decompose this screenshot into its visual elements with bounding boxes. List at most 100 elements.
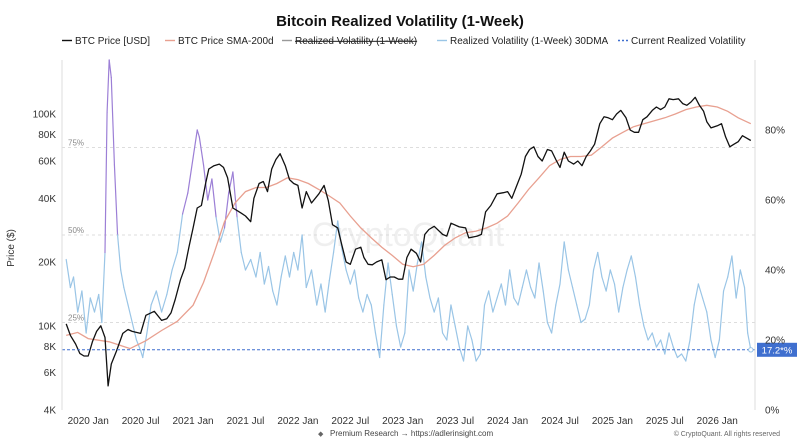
volatility-segment — [276, 276, 282, 306]
volatility-segment — [618, 286, 624, 313]
volatility-segment — [546, 321, 553, 334]
volatility-segment — [651, 332, 658, 348]
volatility-segment — [120, 269, 125, 289]
volatility-segment — [101, 251, 106, 324]
y-left-tick-label: 8K — [44, 342, 57, 353]
volatility-segment — [584, 304, 590, 320]
volatility-segment — [450, 304, 456, 327]
volatility-segment — [681, 353, 687, 362]
volatility-segment — [689, 304, 695, 341]
volatility-segment — [293, 251, 299, 271]
volatility-segment — [341, 248, 347, 271]
volatility-segment — [563, 241, 569, 271]
volatility-segment — [77, 290, 83, 313]
volatility-segment — [374, 332, 381, 359]
volatility-segment — [255, 251, 261, 278]
x-axis: 2020 Jan 2020 Jul 2021 Jan 2021 Jul 2022 Jan… — [68, 416, 738, 427]
volatility-segment — [259, 251, 265, 285]
volatility-segment — [166, 269, 173, 296]
legend-entry: Realized Volatility (1-Week) — [295, 36, 417, 47]
volatility-segment — [192, 129, 198, 159]
y-right-tick-label: 40% — [765, 266, 785, 277]
volatility-segment — [521, 269, 528, 289]
volatility-segment — [89, 297, 96, 313]
volatility-segment — [504, 269, 511, 306]
volatility-segment — [106, 59, 110, 114]
volatility-segment — [391, 293, 398, 327]
current-volatility: 17.2*% — [62, 342, 797, 357]
volatility-segment — [588, 269, 595, 306]
y-axis-right: 0% 20% 40% 60% 80% — [754, 60, 785, 417]
x-tick-label: 2020 Jul — [122, 416, 160, 427]
x-tick-label: 2023 Jan — [382, 416, 423, 427]
volatility-segment — [332, 220, 339, 254]
volatility-segment — [597, 251, 603, 278]
volatility-segment — [555, 283, 561, 306]
volatility-segment — [81, 290, 87, 334]
volatility-segment — [379, 304, 385, 359]
volatility-segment — [416, 241, 423, 264]
volatility-segment — [479, 304, 486, 355]
volatility-segment — [710, 339, 716, 359]
y-left-tick-label: 100K — [33, 110, 57, 121]
sma-series — [66, 104, 752, 350]
volatility-segment — [483, 290, 490, 306]
volatility-segment — [697, 283, 704, 299]
volatility-segment — [454, 325, 460, 348]
volatility-segment — [284, 255, 291, 278]
volatility-segment — [639, 304, 645, 327]
y-right-tick-label: 0% — [765, 406, 780, 417]
price-series — [65, 96, 752, 387]
volatility-segment — [104, 111, 108, 254]
volatility-segment — [98, 293, 103, 324]
volatility-segment — [517, 286, 523, 306]
volatility-segment — [655, 339, 662, 348]
volatility-segment — [425, 276, 431, 299]
volatility-segment — [475, 353, 481, 362]
volatility-segment — [223, 192, 230, 229]
reference-label: 75% — [68, 139, 84, 148]
x-tick-label: 2022 Jul — [331, 416, 369, 427]
volatility-segment — [146, 304, 152, 334]
volatility-segment — [693, 283, 699, 306]
volatility-segment — [668, 332, 674, 348]
volatility-segment — [288, 251, 295, 278]
volatility-segment — [349, 269, 356, 285]
volatility-segment — [530, 286, 536, 299]
volatility-segment — [316, 283, 322, 306]
legend: BTC Price [USD] BTC Price SMA-200d Realize… — [62, 36, 746, 47]
y-right-tick-label: 60% — [765, 196, 785, 207]
volatility-segment — [324, 279, 330, 313]
volatility-segment — [110, 76, 116, 166]
volatility-segment — [643, 325, 649, 341]
volatility-segment — [187, 157, 194, 194]
y-left-tick-label: 6K — [44, 368, 57, 379]
volatility-segment — [488, 290, 494, 313]
volatility-segment — [513, 297, 519, 306]
volatility-segment — [383, 262, 389, 306]
volatility-segment — [626, 255, 632, 271]
x-tick-label: 2024 Jul — [541, 416, 579, 427]
legend-entry: BTC Price [USD] — [75, 36, 150, 47]
volatility-segment — [113, 164, 119, 236]
volatility-segment — [743, 286, 749, 334]
volatility-segment — [267, 265, 274, 292]
volatility-segment — [571, 286, 578, 306]
volatility-segment — [404, 269, 410, 334]
volatility-segment — [567, 269, 574, 289]
volatility-segment — [664, 332, 670, 355]
volatility-segment — [576, 304, 582, 324]
volatility-segment — [601, 276, 607, 292]
volatility-segment — [672, 346, 679, 359]
volatility-segment — [446, 304, 452, 341]
volatility-segment — [362, 293, 368, 313]
chart-title: Bitcoin Realized Volatility (1-Week) — [276, 13, 524, 30]
volatility-segment — [310, 269, 318, 306]
volatility-segment — [727, 255, 733, 278]
volatility-segment — [196, 129, 200, 138]
volatility-segment — [685, 339, 691, 362]
x-tick-label: 2021 Jul — [227, 416, 265, 427]
volatility-segment — [236, 216, 242, 254]
volatility-segment — [496, 283, 502, 299]
